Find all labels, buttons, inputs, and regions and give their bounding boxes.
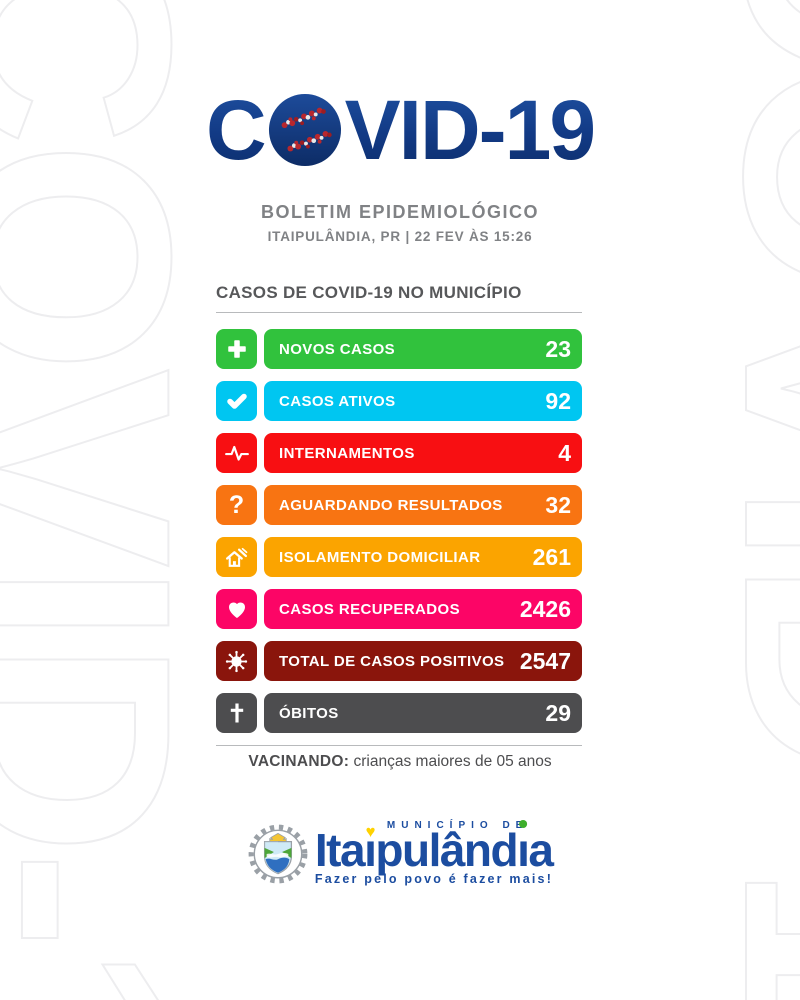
stat-bar: ISOLAMENTO DOMICILIAR 261 <box>264 537 582 577</box>
bulletin-subtitle: BOLETIM EPIDEMIOLÓGICO <box>260 202 539 222</box>
stat-value: 261 <box>532 543 571 570</box>
stat-value: 4 <box>558 439 571 466</box>
logo-name: Itaıpulândıa <box>315 824 554 876</box>
stat-label: CASOS RECUPERADOS <box>279 600 460 618</box>
title-suffix: VID-19 <box>344 83 596 177</box>
virus-band-upper <box>281 107 326 129</box>
stat-bar: CASOS ATIVOS 92 <box>264 381 582 421</box>
stat-value: 29 <box>545 699 571 726</box>
stat-label: AGUARDANDO RESULTADOS <box>279 496 503 514</box>
stat-label: TOTAL DE CASOS POSITIVOS <box>279 652 505 670</box>
stat-bar: TOTAL DE CASOS POSITIVOS 2547 <box>264 641 582 681</box>
home-isolation-icon <box>216 537 257 577</box>
vaccination-label: VACINANDO: <box>248 753 350 770</box>
bulletin-dateline: ITAIPULÂNDIA, PR | 22 FEV ÀS 15:26 <box>267 229 533 244</box>
plus-icon <box>216 329 257 369</box>
heart-dot-i: ı <box>364 826 377 875</box>
vaccination-note: VACINANDO: crianças maiores de 05 anos <box>0 753 800 771</box>
stat-label: ÓBITOS <box>279 704 339 722</box>
municipality-logo: MUNICÍPIO DE Itaıpulândıa Fazer pelo pov… <box>0 820 800 886</box>
virus-icon <box>216 641 257 681</box>
stat-value: 2547 <box>519 647 571 674</box>
coat-of-arms-icon <box>248 824 308 884</box>
stat-bar: INTERNAMENTOS 4 <box>264 433 582 473</box>
stat-row-aguardando-resultados: ? AGUARDANDO RESULTADOS 32 <box>216 485 582 525</box>
title-prefix: C <box>205 83 267 177</box>
virus-band-lower <box>287 130 332 152</box>
stat-value: 92 <box>545 387 571 414</box>
stat-bar: CASOS RECUPERADOS 2426 <box>264 589 582 629</box>
heart-icon <box>216 589 257 629</box>
heartbeat-icon <box>216 433 257 473</box>
stat-row-casos-recuperados: CASOS RECUPERADOS 2426 <box>216 589 582 629</box>
check-icon <box>216 381 257 421</box>
stat-value: 23 <box>545 335 571 362</box>
section-divider <box>216 312 582 313</box>
stat-row-casos-ativos: CASOS ATIVOS 92 <box>216 381 582 421</box>
stat-label: CASOS ATIVOS <box>279 392 396 410</box>
stat-label: NOVOS CASOS <box>279 340 396 358</box>
stat-value: 2426 <box>519 595 571 622</box>
section-title: CASOS DE COVID-19 NO MUNICÍPIO <box>216 283 522 302</box>
footer-divider <box>216 745 582 746</box>
green-dot-i: ı <box>517 824 530 876</box>
stat-row-internamentos: INTERNAMENTOS 4 <box>216 433 582 473</box>
virus-molecule-icon <box>268 93 341 167</box>
covid19-title: C <box>0 88 800 172</box>
stat-row-total-casos-positivos: TOTAL DE CASOS POSITIVOS 2547 <box>216 641 582 681</box>
vaccination-text: crianças maiores de 05 anos <box>349 753 552 770</box>
stat-row-novos-casos: NOVOS CASOS 23 <box>216 329 582 369</box>
question-mark-icon: ? <box>216 485 257 525</box>
logo-pretitle: MUNICÍPIO DE <box>386 820 529 831</box>
stat-value: 32 <box>545 491 571 518</box>
cross-icon <box>216 693 257 733</box>
stat-bar: ÓBITOS 29 <box>264 693 582 733</box>
stat-label: ISOLAMENTO DOMICILIAR <box>279 548 481 566</box>
stat-bar: AGUARDANDO RESULTADOS 32 <box>264 485 582 525</box>
stat-label: INTERNAMENTOS <box>279 444 415 462</box>
stat-row-obitos: ÓBITOS 29 <box>216 693 582 733</box>
stat-bar: NOVOS CASOS 23 <box>264 329 582 369</box>
stat-row-isolamento-domiciliar: ISOLAMENTO DOMICILIAR 261 <box>216 537 582 577</box>
